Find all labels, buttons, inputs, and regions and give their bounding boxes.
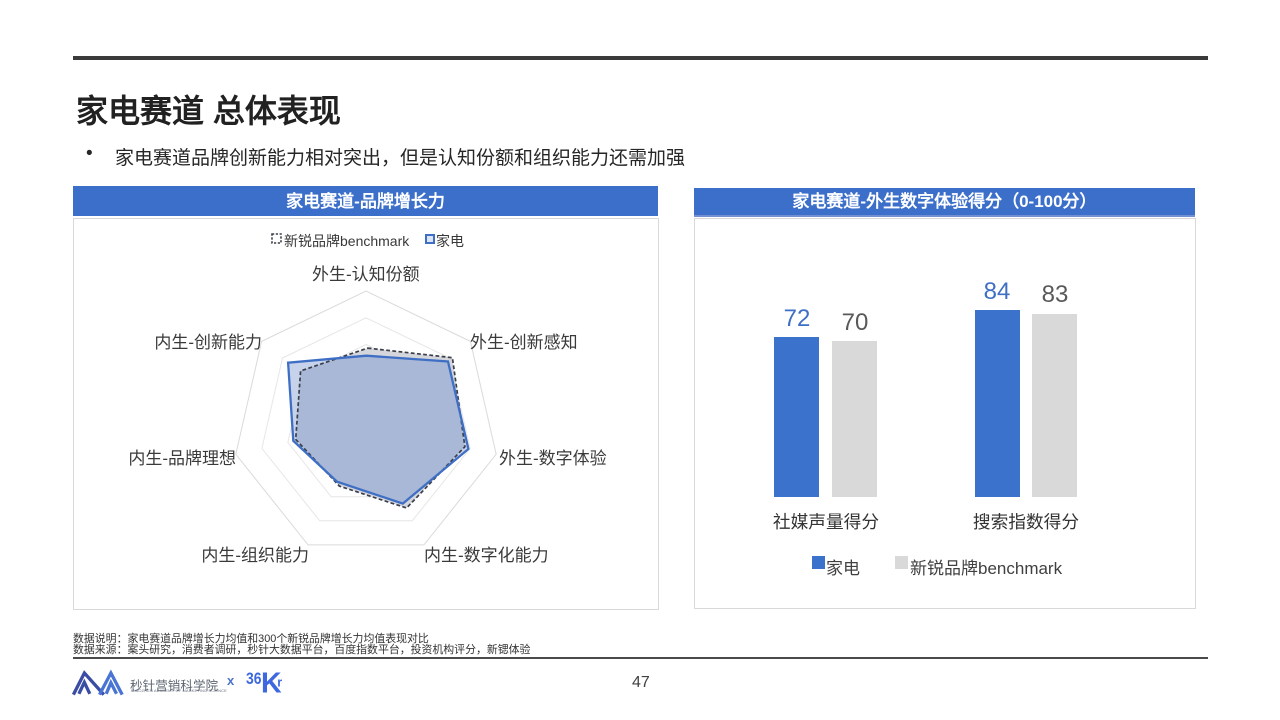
- svg-text:36: 36: [246, 669, 262, 688]
- svg-text:K: K: [261, 669, 282, 697]
- svg-text:r: r: [277, 676, 282, 690]
